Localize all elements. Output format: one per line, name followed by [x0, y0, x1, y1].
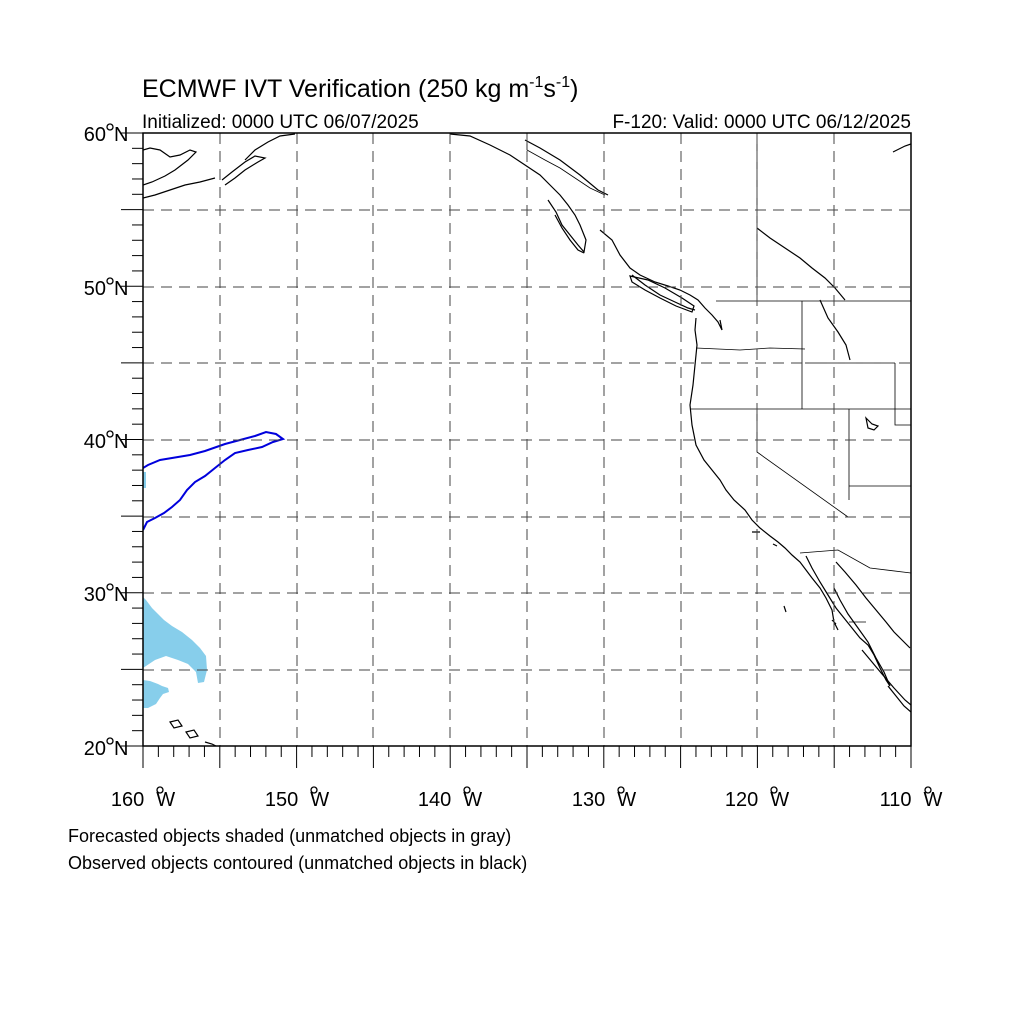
lat-label-50: 50: [84, 278, 106, 300]
lat-hemi-40: N: [114, 431, 128, 453]
figure-title: ECMWF IVT Verification (250 kg m-1s-1): [142, 74, 578, 103]
coastlines: [143, 133, 911, 746]
lat-label-20: 20: [84, 738, 106, 760]
lon-label-160: 160 W: [111, 789, 175, 811]
legend-forecast-caption: Forecasted objects shaded (unmatched obj…: [68, 826, 512, 846]
observed-object-contour: [143, 430, 286, 531]
lat-hemi-60: N: [114, 124, 128, 146]
axis-ticks: [121, 132, 912, 768]
forecast-objects: [143, 472, 207, 708]
lat-label-60: 60: [84, 124, 106, 146]
lat-label-40: 40: [84, 431, 106, 453]
lon-label-110: 110 W: [880, 789, 943, 811]
lon-label-140: 140 W: [418, 789, 482, 811]
hawaii-islands: [169, 719, 217, 746]
lat-hemi-30: N: [114, 584, 128, 606]
lat-label-30: 30: [84, 584, 106, 606]
title-sup2: -1: [556, 74, 570, 91]
forecast-object-north: [143, 597, 207, 683]
alaska-bc-border: [526, 134, 606, 196]
lat-labels: 60 N 50 N 40 N 30 N 20 N: [84, 123, 128, 760]
initialized-label: Initialized: 0000 UTC 06/07/2025: [142, 112, 419, 133]
title-close: ): [570, 75, 578, 103]
title-sup1: -1: [529, 74, 543, 91]
baja-california: [805, 555, 891, 687]
lon-labels: 160 W 150 W 140 W 130 W 120 W 110 W: [111, 786, 943, 811]
legend-observed-caption: Observed objects contoured (unmatched ob…: [68, 853, 528, 873]
lat-hemi-20: N: [114, 738, 128, 760]
lon-label-150: 150 W: [265, 789, 329, 811]
valid-label: F-120: Valid: 0000 UTC 06/12/2025: [612, 112, 911, 133]
title-s: s: [543, 75, 556, 103]
lat-hemi-50: N: [114, 278, 128, 300]
grid-lines: [143, 133, 911, 746]
title-main: ECMWF IVT Verification (250 kg m: [142, 75, 529, 103]
us-west-coast: [689, 317, 839, 631]
lon-label-130: 130 W: [572, 789, 636, 811]
forecast-object-south: [143, 680, 169, 708]
political-borders: [690, 133, 911, 623]
lon-label-120: 120 W: [725, 789, 789, 811]
